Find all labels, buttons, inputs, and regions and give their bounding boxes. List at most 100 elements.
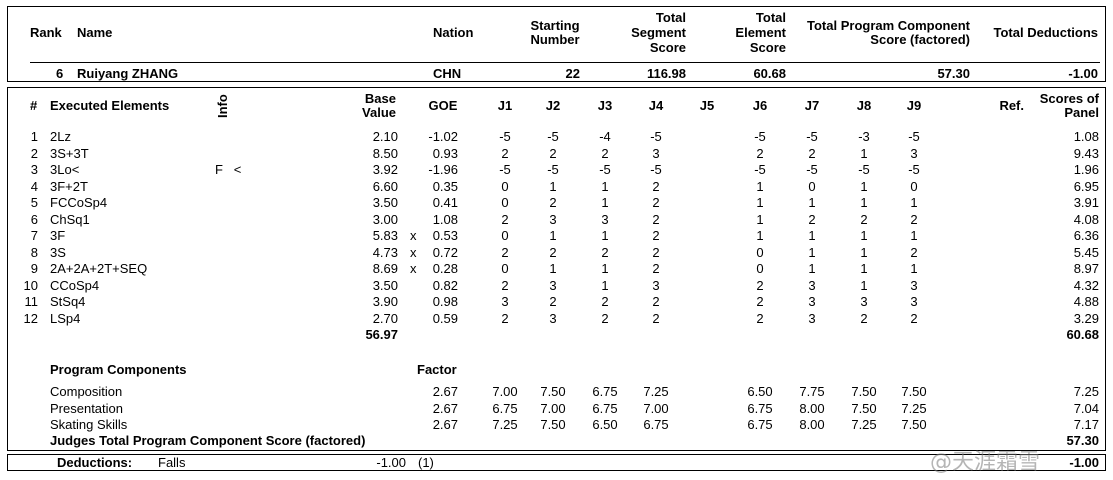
judge-score: 3 — [808, 294, 816, 309]
judge-score: 1 — [910, 261, 918, 276]
nation-label: Nation — [433, 25, 474, 40]
judge-score: 2 — [501, 211, 509, 227]
judge-score: 1 — [860, 195, 868, 210]
component-judge-score: 6.75 — [592, 384, 618, 399]
element-base-value: 3.00 — [372, 211, 398, 227]
element-goe: 1.08 — [432, 211, 458, 227]
info-col-label: Info — [215, 94, 230, 118]
element-number: 5 — [30, 195, 38, 210]
rank-value: 6 — [56, 66, 64, 81]
judge-score: 2 — [910, 244, 918, 260]
component-judge-score: 7.50 — [901, 384, 927, 399]
element-name: 3F — [50, 228, 66, 243]
judge-score: 2 — [652, 211, 660, 227]
judge-score: 2 — [652, 310, 660, 326]
component-judge-score: 7.25 — [492, 417, 518, 432]
judge-score: -5 — [499, 162, 511, 177]
header-divider — [30, 62, 1100, 63]
element-panel-score: 6.95 — [1073, 178, 1099, 194]
judge-score: -5 — [499, 129, 511, 144]
judge-score: 2 — [601, 310, 609, 326]
nation-value: CHN — [433, 66, 462, 81]
judge-score: 2 — [808, 145, 816, 161]
element-number: 11 — [24, 294, 39, 309]
element-panel-score: 4.08 — [1073, 211, 1099, 227]
judge-score: 1 — [601, 277, 609, 293]
judge-score: -5 — [754, 162, 766, 177]
judge-score: 2 — [652, 228, 660, 243]
starting-number-value: 22 — [565, 66, 580, 81]
element-number: 6 — [30, 211, 38, 227]
component-judge-score: 6.75 — [492, 400, 518, 416]
judge-score: 2 — [652, 244, 660, 260]
judge-header-j7: J7 — [804, 98, 820, 113]
judge-header-j4: J4 — [648, 98, 664, 113]
component-judge-score: 7.00 — [643, 400, 669, 416]
component-judge-score: 7.50 — [901, 417, 927, 432]
watermark-text: @天涯霜雪 — [930, 450, 1041, 475]
element-number: 10 — [23, 277, 38, 293]
judge-score: 2 — [601, 294, 609, 309]
element-panel-score: 1.96 — [1073, 162, 1099, 177]
base-value-label-1: Base — [364, 91, 396, 106]
judge-score: 1 — [808, 195, 816, 210]
judge-score: 3 — [549, 211, 557, 227]
judge-score: 1 — [601, 195, 609, 210]
panel-total: 60.68 — [1066, 327, 1099, 342]
element-base-value: 3.50 — [372, 195, 398, 210]
component-panel-score: 7.17 — [1073, 417, 1099, 432]
judge-score: 1 — [860, 178, 868, 194]
judge-score: 1 — [756, 211, 764, 227]
judge-score: 2 — [652, 294, 660, 309]
element-name: ChSq1 — [50, 211, 90, 227]
judge-score: 1 — [808, 244, 816, 260]
components-total-label: Judges Total Program Component Score (fa… — [50, 433, 366, 448]
judge-score: -5 — [650, 129, 662, 144]
judge-score: 3 — [652, 277, 660, 293]
judge-score: 3 — [549, 277, 557, 293]
component-judge-score: 6.75 — [592, 400, 618, 416]
base-value-label-2: Value — [362, 105, 396, 120]
component-judge-score: 7.50 — [851, 400, 877, 416]
judge-score: 1 — [860, 277, 868, 293]
deduction-type: Falls — [158, 455, 186, 470]
tss-label-1: Total — [655, 10, 686, 25]
element-panel-score: 9.43 — [1073, 145, 1099, 161]
judge-score: -5 — [806, 129, 818, 144]
judge-header-j8: J8 — [856, 98, 872, 113]
judge-score: 0 — [501, 195, 509, 210]
element-panel-score: 1.08 — [1073, 129, 1099, 144]
element-name: FCCoSp4 — [50, 195, 108, 210]
judge-score: 1 — [860, 261, 868, 276]
element-base-value: 5.83 — [372, 228, 398, 243]
judge-score: 1 — [808, 261, 816, 276]
judge-score: 2 — [756, 277, 764, 293]
component-judge-score: 6.75 — [747, 400, 773, 416]
judge-score: 2 — [860, 310, 868, 326]
tes-value: 60.68 — [753, 66, 786, 81]
scores-of-panel-label-1: Scores of — [1039, 91, 1099, 106]
judge-score: 1 — [756, 178, 764, 194]
base-value-total: 56.97 — [365, 327, 398, 342]
judge-score: 3 — [601, 211, 609, 227]
tss-label-2: Segment — [631, 25, 686, 40]
element-name: 3F+2T — [50, 178, 88, 194]
judge-score: 3 — [808, 277, 816, 293]
element-name: 3S — [50, 244, 66, 260]
judge-score: -5 — [599, 162, 611, 177]
judge-score: 2 — [549, 195, 557, 210]
element-number: 4 — [30, 178, 38, 194]
judge-score: 0 — [501, 228, 509, 243]
judge-score: -5 — [806, 162, 818, 177]
judge-score: 1 — [601, 228, 609, 243]
deductions-box — [7, 454, 1106, 471]
element-number: 9 — [30, 261, 38, 276]
program-components-title: Program Components — [50, 362, 187, 377]
element-base-value: 8.50 — [372, 145, 398, 161]
element-number: 3 — [30, 162, 38, 177]
starting-number-label-1: Starting — [530, 18, 580, 33]
element-goe: 0.35 — [432, 178, 458, 194]
element-goe: 0.98 — [432, 294, 458, 309]
judge-score: 3 — [652, 145, 660, 161]
component-factor: 2.67 — [432, 384, 458, 399]
